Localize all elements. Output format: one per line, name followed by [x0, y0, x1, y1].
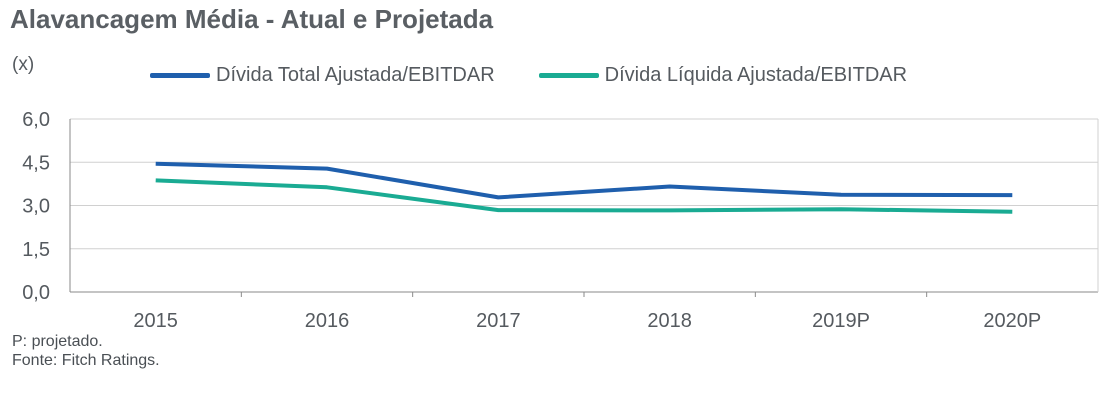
series-line-net-debt — [155, 178, 1013, 214]
legend-label-net-debt: Dívida Líquida Ajustada/EBITDAR — [604, 64, 908, 86]
legend: Dívida Total Ajustada/EBITDAR Dívida Líq… — [150, 64, 951, 87]
x-tick-label: 2018 — [647, 310, 692, 332]
y-tick-label: 1,5 — [22, 239, 50, 261]
footnotes: P: projetado. Fonte: Fitch Ratings. — [12, 332, 160, 370]
y-tick-label: 4,5 — [22, 152, 50, 174]
legend-label-total-debt: Dívida Total Ajustada/EBITDAR — [216, 64, 495, 86]
unit-label: (x) — [12, 54, 35, 75]
x-tick-label: 2017 — [476, 310, 521, 332]
legend-item-total-debt: Dívida Total Ajustada/EBITDAR — [150, 64, 495, 87]
legend-swatch-net-debt — [538, 73, 599, 78]
legend-item-net-debt: Dívida Líquida Ajustada/EBITDAR — [538, 64, 908, 87]
footnote-projected: P: projetado. — [12, 333, 103, 350]
y-tick-label: 6,0 — [22, 109, 50, 131]
series-line-total-debt — [155, 161, 1013, 200]
y-tick-label: 0,0 — [22, 282, 50, 304]
footnote-source: Fonte: Fitch Ratings. — [12, 352, 160, 369]
x-tick-label: 2019P — [812, 310, 870, 332]
legend-swatch-total-debt — [150, 73, 210, 78]
x-tick-label: 2016 — [305, 310, 350, 332]
x-tick-label: 2020P — [983, 310, 1041, 332]
x-tick-label: 2015 — [133, 310, 178, 332]
y-tick-label: 3,0 — [22, 196, 50, 218]
chart-title: Alavancagem Média - Atual e Projetada — [10, 4, 494, 34]
